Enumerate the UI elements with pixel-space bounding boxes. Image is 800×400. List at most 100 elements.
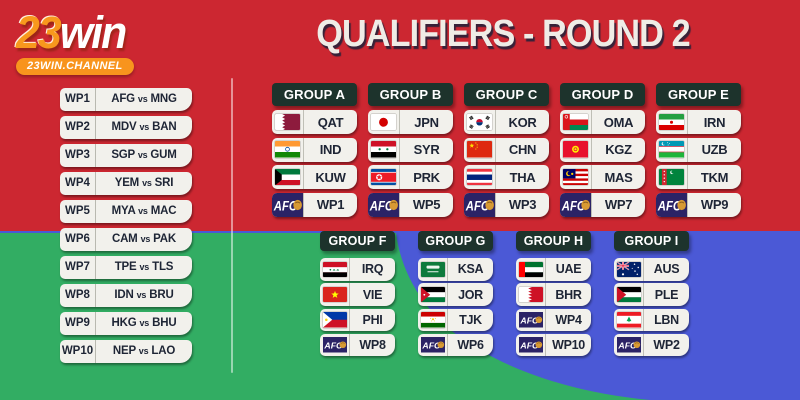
playoff-wp-label: WP2: [65, 121, 90, 133]
group-card: GROUP C KOR CHN THA AFC WP3: [464, 83, 549, 217]
flag-mas-icon: [560, 165, 591, 189]
flag-ind-icon: [272, 138, 303, 162]
team-row: AFC WP2: [614, 333, 689, 357]
team-row: CHN: [464, 137, 549, 162]
group-card: GROUP E IRN UZB TKM AFC WP9: [656, 83, 741, 217]
team-code: VIE: [349, 283, 395, 306]
team-row: AFC WP10: [516, 333, 591, 357]
afc-logo-icon: AFC: [560, 192, 591, 217]
group-header: GROUP I: [614, 231, 689, 251]
svg-text:AFC: AFC: [369, 198, 394, 213]
team-code: KOR: [495, 110, 549, 134]
team-code: AUS: [643, 258, 689, 281]
flag-tjk-icon: [418, 309, 447, 332]
vs-label: vs: [137, 150, 148, 160]
team-row: LBN: [614, 308, 689, 332]
team-code: WP9: [687, 192, 741, 217]
team-row: VIE: [320, 283, 395, 306]
team-row: TKM: [656, 165, 741, 189]
team-code: BHR: [545, 283, 591, 306]
vs-label: vs: [137, 94, 148, 104]
vs-label: vs: [136, 290, 147, 300]
playoff-wp-label: WP9: [65, 317, 90, 329]
team-code: WP8: [349, 333, 395, 357]
svg-text:AFC: AFC: [561, 198, 586, 213]
groups-row-top: GROUP A QAT IND KUW AFC WP1 GROUP B JPN SYR PRK AF…: [272, 83, 741, 217]
group-card: GROUP B JPN SYR PRK AFC WP5: [368, 83, 453, 217]
team-row: KGZ: [560, 137, 645, 162]
team-row: IND: [272, 137, 357, 162]
vs-label: vs: [140, 234, 151, 244]
team-code: TJK: [447, 308, 493, 332]
team-code: QAT: [303, 110, 357, 134]
groups-row-bottom: GROUP F IRQ VIE PHI AFC WP8 GROUP G KSA JOR TJK AF…: [320, 231, 689, 357]
team-code: KGZ: [591, 137, 645, 162]
team-code: WP10: [545, 333, 591, 357]
playoff-match-label: NEP vs LAO: [95, 340, 192, 363]
team-row: UZB: [656, 137, 741, 162]
team-code: PRK: [399, 165, 453, 189]
playoff-wp-label: WP8: [65, 289, 90, 301]
svg-text:AFC: AFC: [273, 198, 298, 213]
afc-logo-icon: AFC: [464, 192, 495, 217]
team-row: PLE: [614, 283, 689, 306]
playoff-row: WP2 MDV vs BAN: [60, 116, 192, 139]
group-header: GROUP C: [464, 83, 549, 106]
flag-lbn-icon: [614, 309, 643, 332]
flag-jor-icon: [418, 283, 447, 306]
vs-label: vs: [138, 206, 148, 216]
playoff-wp-label: WP7: [65, 261, 90, 273]
flag-syr-icon: [368, 138, 399, 162]
playoff-match-label: MDV vs BAN: [95, 116, 192, 139]
flag-aus-icon: [614, 258, 643, 281]
group-header: GROUP F: [320, 231, 395, 251]
team-row: AFC WP5: [368, 192, 453, 217]
playoff-match-label: IDN vs BRU: [95, 284, 192, 307]
afc-logo-icon: AFC: [656, 192, 687, 217]
group-header: GROUP A: [272, 83, 357, 106]
svg-text:AFC: AFC: [421, 341, 441, 351]
flag-tha-icon: [464, 165, 495, 189]
playoff-match-label: MYA vs MAC: [95, 200, 192, 223]
team-row: AFC WP3: [464, 192, 549, 217]
team-code: TKM: [687, 165, 741, 189]
playoff-row: WP4 YEM vs SRI: [60, 172, 192, 195]
afc-logo-icon: AFC: [272, 192, 303, 217]
svg-text:AFC: AFC: [465, 198, 490, 213]
team-row: AFC WP9: [656, 192, 741, 217]
playoff-wp-label: WP4: [65, 177, 90, 189]
flag-ple-icon: [614, 283, 643, 306]
afc-logo-icon: AFC: [368, 192, 399, 217]
playoff-row: WP8 IDN vs BRU: [60, 284, 192, 307]
afc-logo-icon: AFC: [418, 334, 447, 357]
vs-label: vs: [139, 318, 150, 328]
team-code: MAS: [591, 165, 645, 189]
team-code: UZB: [687, 137, 741, 162]
team-code: PHI: [349, 308, 395, 332]
playoff-match-label: AFG vs MNG: [95, 88, 192, 111]
team-row: MAS: [560, 165, 645, 189]
svg-text:AFC: AFC: [617, 341, 637, 351]
vs-label: vs: [139, 262, 150, 272]
playoff-wp-label: WP5: [65, 205, 90, 217]
team-row: AFC WP4: [516, 308, 591, 332]
playoff-row: WP3 SGP vs GUM: [60, 144, 192, 167]
playoff-row: WP9 HKG vs BHU: [60, 312, 192, 335]
flag-tkm-icon: [656, 165, 687, 189]
afc-logo-icon: AFC: [516, 309, 545, 332]
flag-phi-icon: [320, 309, 349, 332]
team-code: JOR: [447, 283, 493, 306]
team-row: JPN: [368, 110, 453, 134]
team-code: WP7: [591, 192, 645, 217]
flag-kor-icon: [464, 110, 495, 134]
team-code: IRQ: [349, 258, 395, 281]
team-row: QAT: [272, 110, 357, 134]
brand-wordmark: 23win: [16, 10, 127, 55]
group-card: GROUP G KSA JOR TJK AFC WP6: [418, 231, 493, 357]
svg-text:AFC: AFC: [657, 198, 682, 213]
afc-logo-icon: AFC: [320, 334, 349, 357]
playoff-wp-label: WP1: [65, 93, 90, 105]
team-row: KUW: [272, 165, 357, 189]
team-row: THA: [464, 165, 549, 189]
team-row: SYR: [368, 137, 453, 162]
